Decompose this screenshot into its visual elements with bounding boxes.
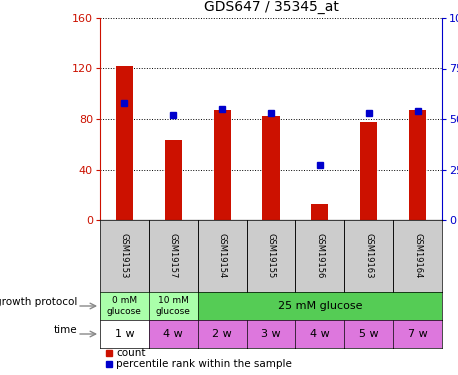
Bar (116, 66, 133, 220)
Text: 2 w: 2 w (212, 329, 232, 339)
Bar (360, 122, 377, 220)
Text: GSM19154: GSM19154 (218, 233, 227, 279)
Text: 3 w: 3 w (261, 329, 281, 339)
Text: 5 w: 5 w (359, 329, 378, 339)
Text: growth protocol: growth protocol (0, 297, 77, 307)
Text: GSM19155: GSM19155 (267, 233, 276, 279)
Text: 1 w: 1 w (114, 329, 134, 339)
Text: 4 w: 4 w (310, 329, 330, 339)
Text: GSM19153: GSM19153 (120, 233, 129, 279)
Text: 4 w: 4 w (164, 329, 183, 339)
Text: 25 mM glucose: 25 mM glucose (278, 301, 362, 311)
Bar (165, 141, 182, 220)
Text: 10 mM
glucose: 10 mM glucose (156, 296, 191, 316)
Text: GSM19157: GSM19157 (169, 233, 178, 279)
Text: GSM19163: GSM19163 (364, 233, 373, 279)
Text: 0 mM
glucose: 0 mM glucose (107, 296, 142, 316)
Text: GDS647 / 35345_at: GDS647 / 35345_at (203, 0, 338, 14)
Text: time: time (54, 325, 77, 335)
Bar (213, 110, 231, 220)
Text: GSM19164: GSM19164 (413, 233, 422, 279)
Bar (311, 204, 328, 220)
Bar (409, 110, 426, 220)
Text: percentile rank within the sample: percentile rank within the sample (116, 359, 292, 369)
Bar (262, 117, 279, 220)
Text: GSM19156: GSM19156 (316, 233, 324, 279)
Text: count: count (116, 348, 146, 358)
Text: 7 w: 7 w (408, 329, 427, 339)
